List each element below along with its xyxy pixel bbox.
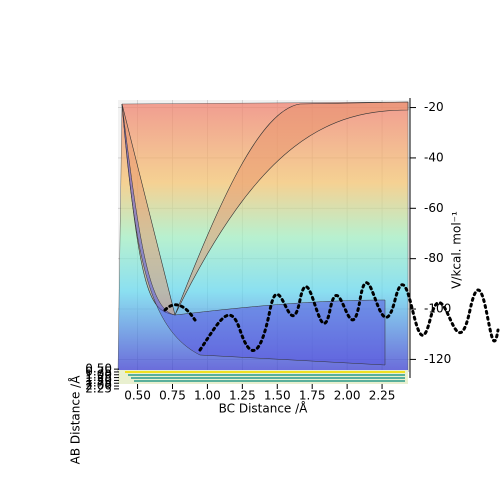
y-tick-label: 1.50	[85, 373, 112, 387]
x-tick-label: 1.00	[194, 389, 221, 403]
trajectory	[163, 281, 500, 352]
x-tick-label: 1.25	[229, 389, 256, 403]
z-tick-label: -20	[424, 100, 444, 114]
z-tick-label: -100	[424, 302, 451, 316]
z-tick-label: -120	[424, 352, 451, 366]
y-tick-label: 0.75	[85, 364, 112, 378]
x-tick-label: 2.25	[369, 389, 396, 403]
x-tick-label: 1.75	[299, 389, 326, 403]
contour-floor	[118, 370, 408, 384]
x-axis-label: BC Distance /Å	[219, 401, 309, 416]
y-tick-label: 0.50	[85, 362, 112, 376]
x-tick-label: 0.50	[124, 389, 151, 403]
x-tick-label: 2.00	[334, 389, 361, 403]
y-axis-label: AB Distance /Å	[68, 375, 83, 465]
y-tick-label: 1.75	[85, 376, 112, 390]
surface-ridge	[121, 101, 409, 316]
y-tick-label: 2.00	[85, 379, 112, 393]
z-tick-label: -40	[424, 150, 444, 164]
y-tick-label: 2.25	[85, 381, 112, 395]
y-tick-label: 1.25	[85, 370, 112, 384]
z-tick-label: -60	[424, 201, 444, 215]
x-tick-label: 0.75	[159, 389, 186, 403]
surface-valley	[121, 103, 386, 366]
z-tick-label: -80	[424, 251, 444, 265]
y-tick-label: 1.00	[85, 367, 112, 381]
z-axis-label: V/kcal. mol⁻¹	[450, 211, 464, 289]
x-tick-label: 1.50	[264, 389, 291, 403]
